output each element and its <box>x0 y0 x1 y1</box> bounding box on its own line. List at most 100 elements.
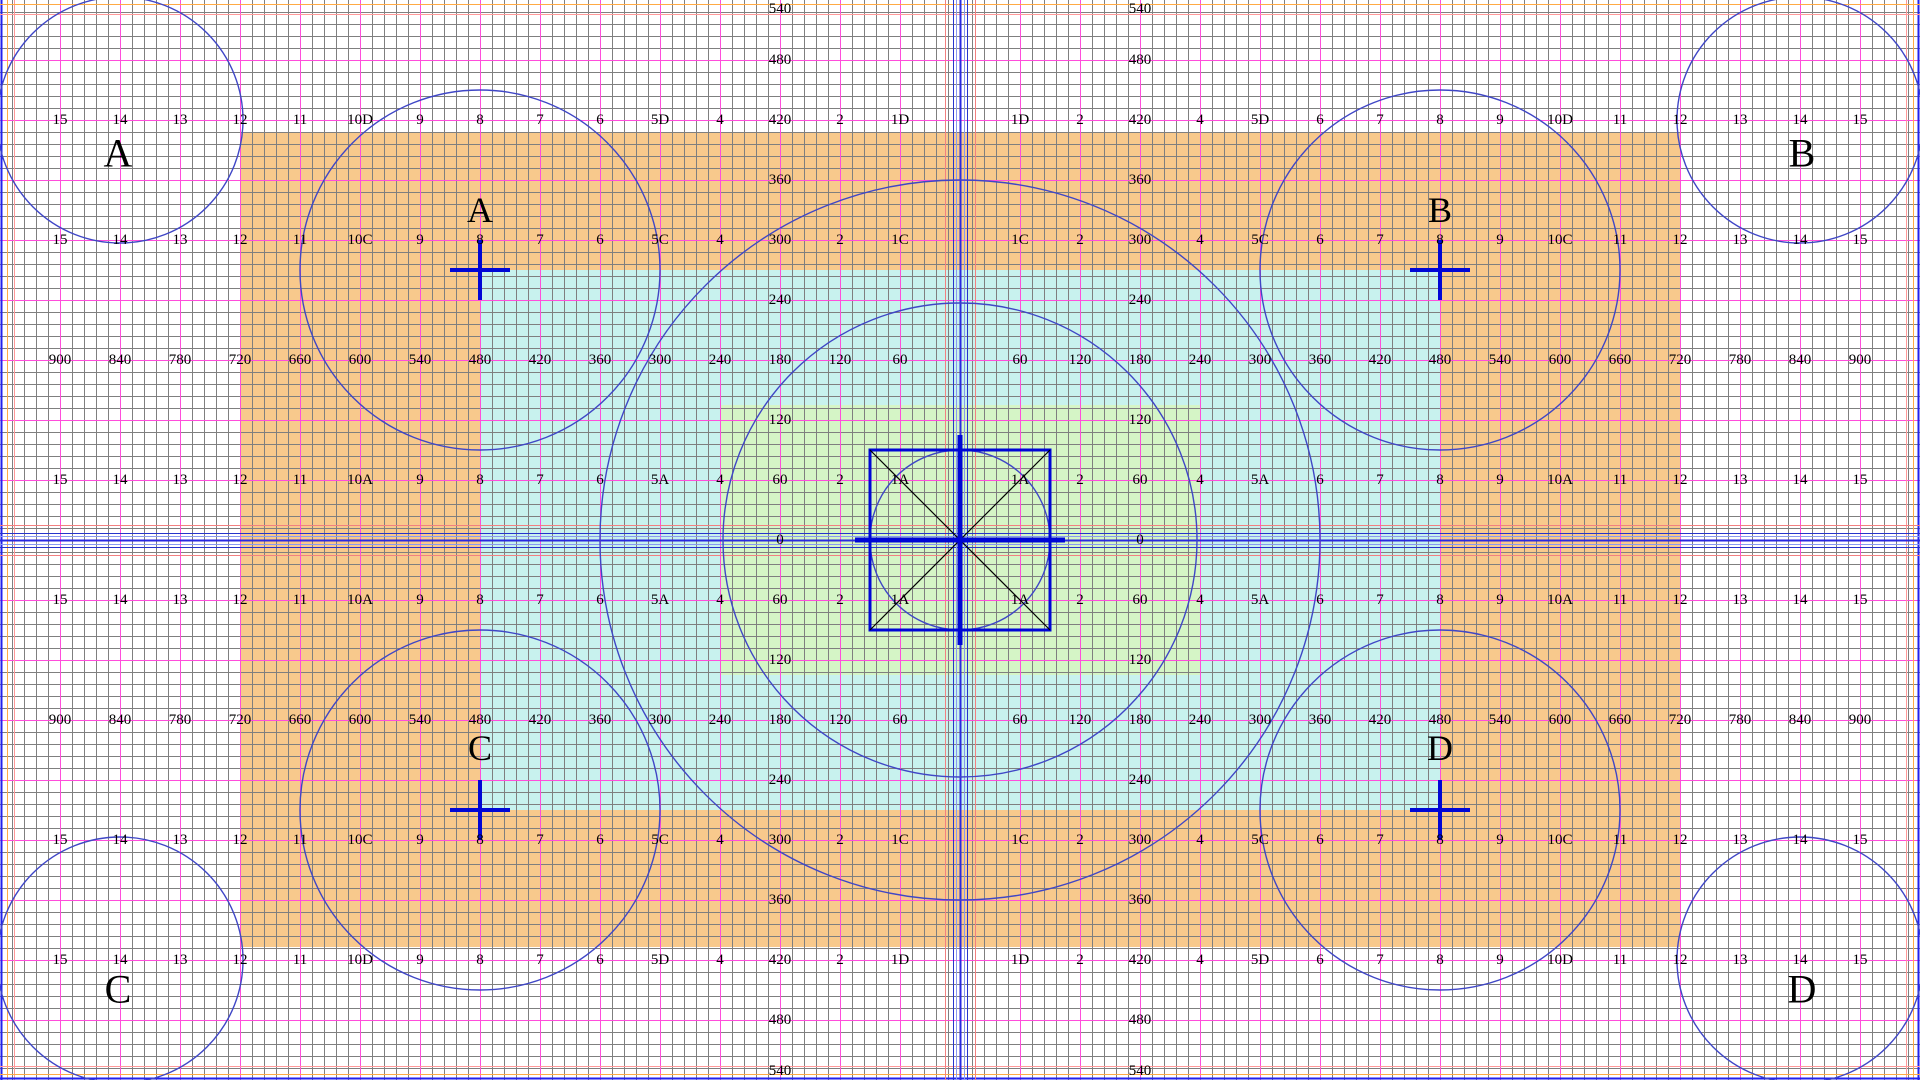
scale-row-label: 7 <box>1376 472 1384 488</box>
scale-row-label: 5C <box>1251 232 1269 248</box>
scale-row-label: 900 <box>1849 712 1872 728</box>
crosshair-circle <box>299 629 661 991</box>
scale-row-label: 14 <box>1793 832 1809 848</box>
scale-row-label: 15 <box>53 472 68 488</box>
scale-row-label: 480 <box>1429 712 1452 728</box>
scale-row-label: 9 <box>416 472 424 488</box>
scale-row-label: 6 <box>1316 472 1324 488</box>
scale-row-label: 9 <box>1496 232 1504 248</box>
scale-row-label: 420 <box>1369 352 1392 368</box>
scale-row-label: 2 <box>1076 952 1084 968</box>
scale-row-label: 180 <box>1129 352 1152 368</box>
scale-row-label: 4 <box>1196 952 1204 968</box>
scale-row-label: 2 <box>836 952 844 968</box>
scale-row-label: 15 <box>53 112 68 128</box>
inner-letter-A: A <box>467 190 493 230</box>
scale-row-label: 2 <box>836 112 844 128</box>
scale-row-label: 720 <box>229 352 252 368</box>
scale-row-label: 12 <box>1673 232 1688 248</box>
scale-row-label: 8 <box>1436 232 1444 248</box>
scale-row-label: 8 <box>476 592 484 608</box>
scale-row-label: 420 <box>529 352 552 368</box>
scale-row-label: 420 <box>529 712 552 728</box>
scale-row-label: 60 <box>1133 592 1148 608</box>
scale-row-label: 60 <box>773 472 788 488</box>
scale-row-label: 240 <box>709 352 732 368</box>
crosshair-circle <box>1259 89 1621 451</box>
scale-labels: 15 14 13 12 11 10D 9 8 7 6 5D 4 420 2 1D 1D 2 420 4 5D 6 7 8 9 1… <box>49 1 1872 1079</box>
scale-column-label: 480 <box>1129 52 1152 68</box>
scale-row-label: 4 <box>716 472 724 488</box>
scale-row-label: 11 <box>293 112 307 128</box>
scale-row-label: 8 <box>476 832 484 848</box>
scale-row-label: 7 <box>536 592 544 608</box>
scale-row-label: 360 <box>1309 712 1332 728</box>
scale-row-label: 14 <box>1793 112 1809 128</box>
scale-row-label: 780 <box>1729 712 1752 728</box>
scale-row-label: 240 <box>1189 352 1212 368</box>
scale-row-label: 15 <box>53 952 68 968</box>
scale-row-label: 120 <box>1069 712 1092 728</box>
scale-row-label: 14 <box>1793 952 1809 968</box>
scale-row-label: 6 <box>1316 832 1324 848</box>
scale-row-label: 15 <box>1853 472 1868 488</box>
scale-column-label: 0 <box>1136 532 1144 548</box>
scale-row-label: 4 <box>1196 472 1204 488</box>
scale-row-label: 4 <box>716 952 724 968</box>
scale-row-label: 1C <box>1011 232 1029 248</box>
scale-row-label: 8 <box>1436 952 1444 968</box>
scale-row-label: 600 <box>1549 352 1572 368</box>
scale-row-label: 120 <box>1069 352 1092 368</box>
scale-column-label: 540 <box>769 1063 792 1079</box>
scale-row-label: 120 <box>829 352 852 368</box>
scale-row-label: 2 <box>836 472 844 488</box>
scale-row-label: 7 <box>1376 112 1384 128</box>
scale-row-label: 660 <box>289 352 312 368</box>
scale-row-label: 6 <box>596 232 604 248</box>
scale-row-label: 420 <box>769 112 792 128</box>
scale-row-label: 1D <box>891 952 910 968</box>
scale-row-label: 12 <box>1673 472 1688 488</box>
scale-row-label: 8 <box>1436 592 1444 608</box>
scale-row-label: 9 <box>416 112 424 128</box>
scale-row-label: 10D <box>347 112 373 128</box>
scale-row-label: 4 <box>716 832 724 848</box>
scale-row-label: 5D <box>1251 952 1270 968</box>
scale-row-label: 9 <box>1496 832 1504 848</box>
scale-column-label: 480 <box>1129 1012 1152 1028</box>
scale-row-label: 540 <box>1489 352 1512 368</box>
scale-row-label: 13 <box>173 112 188 128</box>
scale-row-label: 4 <box>1196 232 1204 248</box>
scale-row-label: 660 <box>289 712 312 728</box>
scale-row-label: 7 <box>536 832 544 848</box>
crosshair-circle <box>1259 629 1621 991</box>
scale-row-label: 9 <box>1496 592 1504 608</box>
scale-row-label: 2 <box>1076 832 1084 848</box>
scale-row-label: 600 <box>1549 712 1572 728</box>
scale-row-label: 120 <box>829 712 852 728</box>
scale-row-label: 300 <box>649 352 672 368</box>
scale-row-label: 8 <box>476 112 484 128</box>
scale-row-label: 660 <box>1609 712 1632 728</box>
scale-row-label: 9 <box>416 232 424 248</box>
scale-row-label: 8 <box>1436 832 1444 848</box>
scale-row-label: 6 <box>1316 952 1324 968</box>
scale-row-label: 300 <box>649 712 672 728</box>
scale-row-label: 1D <box>891 112 910 128</box>
scale-row-label: 10D <box>347 952 373 968</box>
scale-row-label: 7 <box>1376 592 1384 608</box>
scale-row-label: 6 <box>596 472 604 488</box>
scale-row-label: 300 <box>1249 712 1272 728</box>
scale-row-label: 540 <box>409 352 432 368</box>
scale-row-label: 13 <box>1733 112 1748 128</box>
scale-column-label: 120 <box>769 652 792 668</box>
scale-row-label: 10A <box>347 592 373 608</box>
scale-column-label: 360 <box>769 892 792 908</box>
corner-circle <box>0 0 244 244</box>
scale-row-label: 9 <box>416 952 424 968</box>
scale-row-label: 15 <box>1853 112 1868 128</box>
scale-row-label: 840 <box>1789 352 1812 368</box>
scale-row-label: 8 <box>476 232 484 248</box>
scale-row-label: 6 <box>596 832 604 848</box>
scale-row-label: 7 <box>536 952 544 968</box>
